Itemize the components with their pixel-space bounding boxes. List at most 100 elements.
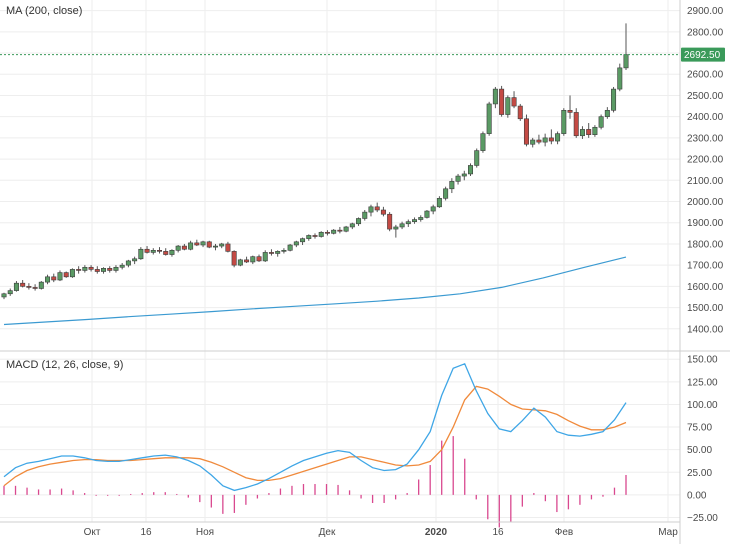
candle-body [38,281,44,289]
candle-body [356,218,362,225]
price-pane-title: MA (200, close) [6,5,82,17]
candle-body [418,217,424,220]
candle-body [343,226,349,232]
candle-body [13,282,19,291]
candle-body [380,209,386,215]
price-tick-label: 1800.00 [687,239,724,250]
candle-body [312,235,318,237]
price-tick-label: 1900.00 [687,218,724,229]
x-tick-label: 2020 [425,527,448,538]
candle-body [474,150,480,166]
candle-body [20,282,26,287]
candle-body [82,266,88,271]
x-tick-label: Окт [84,527,101,538]
candle-body [362,211,368,219]
candle-body [598,116,604,128]
x-tick-label: Дек [319,527,336,538]
macd-histogram [3,436,627,528]
candle-body [262,252,268,262]
candle-body [548,137,554,142]
candle-body [530,139,536,145]
macd-tick-label: 75.00 [687,423,712,434]
price-tick-label: 2400.00 [687,112,724,123]
candle-body [387,213,393,230]
candle-body [623,54,629,69]
candle-body [231,251,237,266]
price-tick-label: 2800.00 [687,27,724,38]
candle-body [119,264,125,268]
candle-body [306,235,312,239]
candle-body [101,268,107,272]
candle-body [32,287,38,289]
price-tick-label: 2500.00 [687,91,724,102]
candle-body [256,256,262,262]
macd-line [3,362,627,492]
price-plot[interactable] [0,23,680,326]
candle-body [169,250,175,255]
price-tick-label: 2200.00 [687,155,724,166]
candle-body [555,133,561,142]
x-tick-label: Фев [555,527,573,538]
candle-body [268,252,274,254]
candle-body [561,110,567,134]
candle-body [393,226,399,230]
candle-body [107,268,113,271]
candle-body [250,256,256,263]
candle-body [511,97,517,107]
candle-body [492,88,498,105]
candle-body [331,229,337,234]
candle-body [399,223,405,228]
candle-body [443,188,449,199]
candle-body [536,139,542,143]
price-tick-label: 1400.00 [687,324,724,335]
candle-body [237,259,243,266]
candle-body [88,266,94,270]
macd-tick-label: −25.00 [687,513,718,524]
candle-body [181,245,187,250]
candle-body [324,231,330,234]
price-tick-label: 2000.00 [687,197,724,208]
price-tick-label: 1600.00 [687,282,724,293]
macd-tick-label: 125.00 [687,377,718,388]
price-tick-label: 2600.00 [687,70,724,81]
candle-body [76,269,82,271]
candle-body [517,105,523,120]
ma-200-line [3,256,627,326]
x-tick-label: 16 [140,527,152,538]
candle-body [200,241,206,246]
x-tick-label: 16 [492,527,504,538]
x-tick-label: Мар [658,527,678,538]
macd-plot[interactable] [3,362,627,528]
candle-body [523,118,529,145]
candle-body [45,276,51,283]
candle-body [337,229,343,232]
candle-body [138,248,144,260]
macd-tick-label: 150.00 [687,355,718,366]
candle-body [94,269,100,272]
candle-body [455,175,461,182]
candle-body [63,272,69,278]
candle-body [604,110,610,117]
candle-body [287,244,293,251]
candle-body [430,206,436,212]
candle-body [144,248,150,253]
candle-body [26,286,32,288]
candle-body [617,67,623,90]
last-price-tag: 2692.50 [681,47,725,62]
x-tick-label: Ноя [196,527,214,538]
candle-body [225,243,231,252]
price-tick-label: 1700.00 [687,261,724,272]
candle-body [51,276,57,281]
candle-body [505,97,511,115]
candle-body [349,223,355,228]
candle-body [412,219,418,222]
candle-body [424,210,430,218]
candle-body [499,88,505,115]
candle-body [212,245,218,248]
candle-body [69,269,75,278]
candle-body [480,133,486,151]
candle-body [542,137,548,143]
macd-tick-label: 100.00 [687,400,718,411]
macd-tick-label: 25.00 [687,468,712,479]
